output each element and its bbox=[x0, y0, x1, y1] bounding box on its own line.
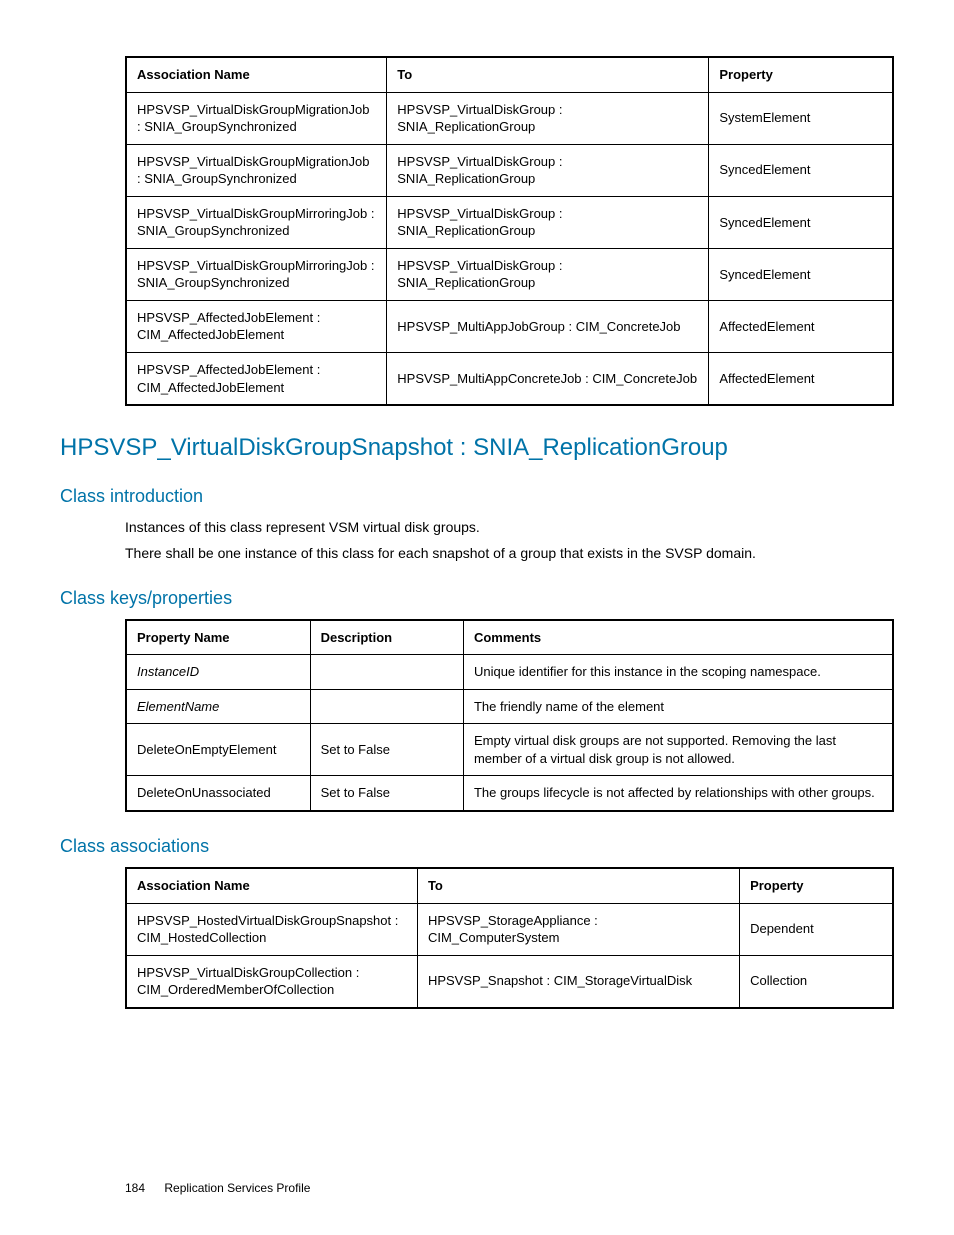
subsection-heading: Class associations bbox=[60, 836, 894, 857]
table-row: InstanceID Unique identifier for this in… bbox=[126, 655, 893, 690]
table-row: HPSVSP_VirtualDiskGroupMigrationJob : SN… bbox=[126, 144, 893, 196]
paragraph: There shall be one instance of this clas… bbox=[125, 543, 894, 563]
cell: DeleteOnEmptyElement bbox=[126, 724, 310, 776]
cell: SyncedElement bbox=[709, 196, 893, 248]
table-row: HPSVSP_AffectedJobElement : CIM_Affected… bbox=[126, 353, 893, 406]
table-header-row: Association Name To Property bbox=[126, 868, 893, 903]
cell: HPSVSP_VirtualDiskGroupMigrationJob : SN… bbox=[126, 144, 387, 196]
cell: SyncedElement bbox=[709, 144, 893, 196]
cell bbox=[310, 655, 463, 690]
col-header: Comments bbox=[463, 620, 893, 655]
cell: HPSVSP_MultiAppJobGroup : CIM_ConcreteJo… bbox=[387, 300, 709, 352]
cell: HPSVSP_VirtualDiskGroup : SNIA_Replicati… bbox=[387, 92, 709, 144]
cell: Dependent bbox=[740, 903, 893, 955]
cell: Set to False bbox=[310, 724, 463, 776]
cell: HPSVSP_VirtualDiskGroupMigrationJob : SN… bbox=[126, 92, 387, 144]
table-header-row: Association Name To Property bbox=[126, 57, 893, 92]
table-row: HPSVSP_VirtualDiskGroupMirroringJob : SN… bbox=[126, 248, 893, 300]
cell: HPSVSP_HostedVirtualDiskGroupSnapshot : … bbox=[126, 903, 417, 955]
col-header: To bbox=[387, 57, 709, 92]
table-row: ElementName The friendly name of the ele… bbox=[126, 689, 893, 724]
col-header: Property bbox=[740, 868, 893, 903]
cell: HPSVSP_StorageAppliance : CIM_ComputerSy… bbox=[417, 903, 739, 955]
cell: AffectedElement bbox=[709, 353, 893, 406]
table-header-row: Property Name Description Comments bbox=[126, 620, 893, 655]
table-row: DeleteOnEmptyElement Set to False Empty … bbox=[126, 724, 893, 776]
section-heading: HPSVSP_VirtualDiskGroupSnapshot : SNIA_R… bbox=[60, 434, 894, 462]
cell: AffectedElement bbox=[709, 300, 893, 352]
cell: SyncedElement bbox=[709, 248, 893, 300]
cell: DeleteOnUnassociated bbox=[126, 776, 310, 811]
cell: HPSVSP_VirtualDiskGroup : SNIA_Replicati… bbox=[387, 196, 709, 248]
cell: The friendly name of the element bbox=[463, 689, 893, 724]
table-row: HPSVSP_VirtualDiskGroupCollection : CIM_… bbox=[126, 955, 893, 1008]
cell: Unique identifier for this instance in t… bbox=[463, 655, 893, 690]
footer-section-name: Replication Services Profile bbox=[164, 1181, 310, 1195]
col-header: To bbox=[417, 868, 739, 903]
cell: Set to False bbox=[310, 776, 463, 811]
cell: HPSVSP_VirtualDiskGroup : SNIA_Replicati… bbox=[387, 248, 709, 300]
cell: HPSVSP_AffectedJobElement : CIM_Affected… bbox=[126, 353, 387, 406]
cell: InstanceID bbox=[126, 655, 310, 690]
col-header: Association Name bbox=[126, 868, 417, 903]
cell: HPSVSP_MultiAppConcreteJob : CIM_Concret… bbox=[387, 353, 709, 406]
associations-table-1: Association Name To Property HPSVSP_Virt… bbox=[125, 56, 894, 406]
cell: The groups lifecycle is not affected by … bbox=[463, 776, 893, 811]
cell: HPSVSP_VirtualDiskGroupMirroringJob : SN… bbox=[126, 248, 387, 300]
cell: SystemElement bbox=[709, 92, 893, 144]
table-row: HPSVSP_VirtualDiskGroupMirroringJob : SN… bbox=[126, 196, 893, 248]
cell: HPSVSP_VirtualDiskGroupMirroringJob : SN… bbox=[126, 196, 387, 248]
properties-table: Property Name Description Comments Insta… bbox=[125, 619, 894, 812]
subsection-heading: Class keys/properties bbox=[60, 588, 894, 609]
cell: HPSVSP_Snapshot : CIM_StorageVirtualDisk bbox=[417, 955, 739, 1008]
col-header: Description bbox=[310, 620, 463, 655]
col-header: Association Name bbox=[126, 57, 387, 92]
col-header: Property Name bbox=[126, 620, 310, 655]
page-footer: 184 Replication Services Profile bbox=[125, 1181, 310, 1195]
col-header: Property bbox=[709, 57, 893, 92]
subsection-heading: Class introduction bbox=[60, 486, 894, 507]
cell: HPSVSP_AffectedJobElement : CIM_Affected… bbox=[126, 300, 387, 352]
table-row: DeleteOnUnassociated Set to False The gr… bbox=[126, 776, 893, 811]
table-row: HPSVSP_AffectedJobElement : CIM_Affected… bbox=[126, 300, 893, 352]
cell: ElementName bbox=[126, 689, 310, 724]
cell: Empty virtual disk groups are not suppor… bbox=[463, 724, 893, 776]
cell: HPSVSP_VirtualDiskGroup : SNIA_Replicati… bbox=[387, 144, 709, 196]
table-row: HPSVSP_VirtualDiskGroupMigrationJob : SN… bbox=[126, 92, 893, 144]
cell: HPSVSP_VirtualDiskGroupCollection : CIM_… bbox=[126, 955, 417, 1008]
associations-table-2: Association Name To Property HPSVSP_Host… bbox=[125, 867, 894, 1009]
paragraph: Instances of this class represent VSM vi… bbox=[125, 517, 894, 537]
cell bbox=[310, 689, 463, 724]
page-number: 184 bbox=[125, 1181, 145, 1195]
cell: Collection bbox=[740, 955, 893, 1008]
table-row: HPSVSP_HostedVirtualDiskGroupSnapshot : … bbox=[126, 903, 893, 955]
